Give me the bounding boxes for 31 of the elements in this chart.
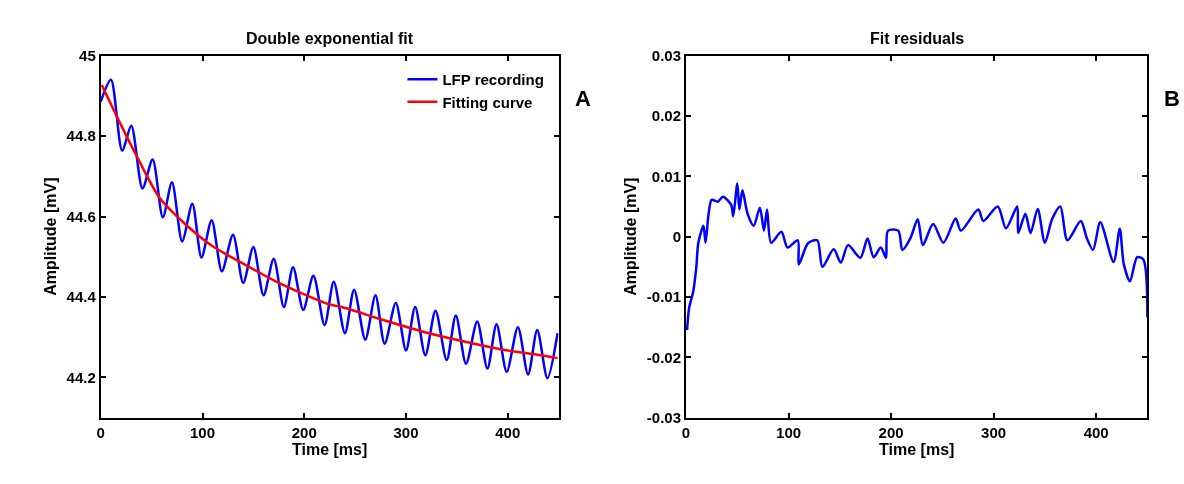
text: A (575, 86, 591, 111)
x-tick-label: 200 (291, 423, 317, 441)
y-tick-label: 44.4 (66, 288, 97, 306)
chart-title: Fit residuals (870, 30, 965, 47)
y-tick-label: -0.02 (646, 348, 682, 366)
text: B (1164, 86, 1180, 111)
y-tick-label: 44.6 (66, 207, 96, 225)
x-tick-label: 400 (1083, 423, 1109, 441)
x-tick-label: 200 (878, 423, 904, 441)
y-axis-title: Amplitude [mV] (622, 177, 640, 296)
x-axis-title: Time [ms] (879, 440, 955, 458)
y-axis-title: Amplitude [mV] (41, 177, 59, 296)
legend-label: Fitting curve (442, 93, 533, 111)
x-tick-label: 300 (981, 423, 1007, 441)
y-tick-label: 0.01 (651, 167, 682, 185)
y-tick-label: 0 (672, 227, 682, 245)
chart-title: Double exponential fit (246, 30, 414, 47)
x-tick-label: 100 (189, 423, 216, 441)
x-axis-title: Time [ms] (292, 440, 368, 458)
x-tick-label: 100 (776, 423, 802, 441)
legend-label: LFP recording (442, 71, 544, 89)
y-tick-label: 0.02 (651, 107, 682, 125)
x-tick-label: 300 (393, 423, 419, 441)
y-tick-label: -0.03 (646, 408, 682, 426)
y-tick-label: 44.8 (66, 127, 96, 145)
y-tick-label: 0.03 (651, 46, 682, 64)
y-tick-label: 44.2 (66, 368, 96, 386)
y-tick-label: 45 (79, 46, 96, 64)
y-tick-label: -0.01 (646, 288, 682, 306)
line-series (686, 182, 1148, 332)
x-tick-label: 400 (495, 423, 521, 441)
